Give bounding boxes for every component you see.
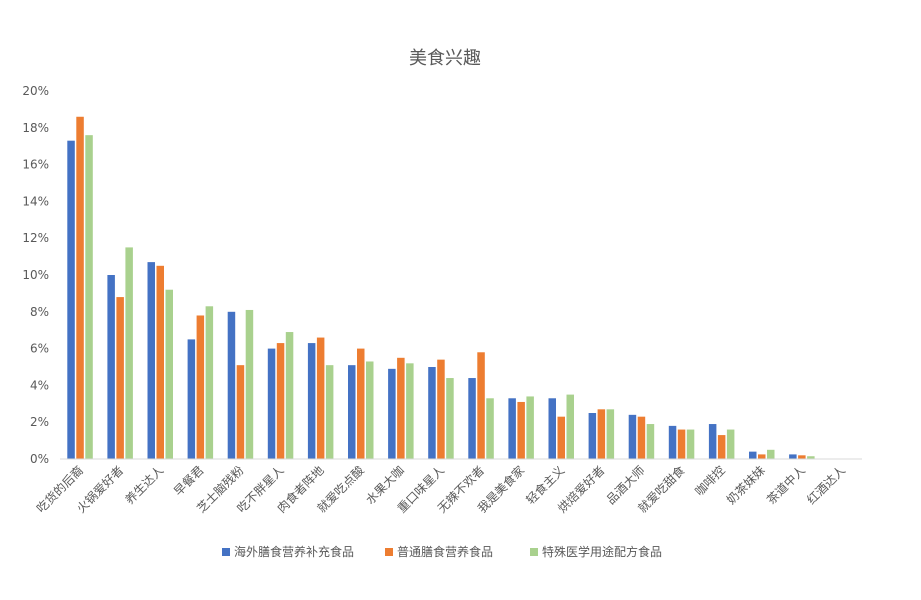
bar [165, 289, 173, 459]
x-category-label: 养生达人 [122, 463, 167, 508]
bar [227, 311, 236, 459]
bar-series [67, 140, 797, 459]
bar [686, 429, 695, 459]
bar [708, 424, 717, 459]
y-tick-label: 18% [22, 121, 49, 135]
bar [646, 424, 655, 459]
bar [767, 449, 775, 459]
bar [726, 429, 735, 459]
bar [125, 247, 133, 459]
bar [267, 348, 276, 459]
y-tick-label: 14% [22, 194, 49, 208]
bar [798, 455, 806, 459]
legend-label: 普通膳食营养食品 [397, 544, 493, 559]
bar [76, 116, 84, 459]
bar [245, 309, 254, 459]
y-tick-label: 8% [30, 305, 49, 319]
legend-label: 海外膳食营养补充食品 [234, 544, 354, 559]
bar-series [76, 116, 806, 459]
y-tick-label: 4% [30, 378, 49, 392]
x-category-label: 早餐君 [170, 463, 206, 499]
legend-item: 普通膳食营养食品 [385, 544, 493, 559]
y-tick-label: 10% [22, 268, 49, 282]
bar [437, 359, 445, 459]
bar [606, 409, 615, 459]
bar [597, 409, 606, 459]
bar [316, 337, 325, 459]
bar [758, 454, 766, 459]
x-category-label: 红酒达人 [804, 463, 849, 508]
bar [508, 398, 516, 459]
legend-swatch [530, 548, 538, 556]
bar [397, 357, 405, 459]
bar [406, 363, 414, 459]
y-tick-label: 6% [30, 342, 49, 356]
bar [668, 425, 677, 459]
bar [468, 378, 476, 459]
y-tick-label: 12% [22, 231, 49, 245]
y-axis-tick-labels: 0% 2% 4% 6% 8% 10% 12% 14% 16% 18% 20% [22, 84, 49, 466]
legend-swatch [222, 548, 230, 556]
bar [205, 306, 214, 459]
bar [107, 275, 115, 459]
bar [348, 365, 356, 459]
bar [717, 435, 726, 459]
x-category-label: 咖啡控 [692, 463, 728, 499]
bar [325, 365, 334, 459]
y-tick-label: 2% [30, 415, 49, 429]
bar [156, 265, 164, 459]
bar [588, 413, 597, 459]
bar [486, 398, 494, 459]
bar [388, 368, 396, 459]
bar [517, 401, 525, 459]
legend-item: 海外膳食营养补充食品 [222, 544, 354, 559]
bar-series-group [67, 116, 815, 459]
bar [807, 456, 815, 459]
chart-title: 美食兴趣 [409, 48, 481, 69]
x-category-label: 茶道中人 [763, 463, 808, 508]
y-tick-label: 16% [22, 158, 49, 172]
bar [236, 365, 245, 459]
bar [557, 416, 565, 459]
bar [187, 339, 196, 459]
bar [276, 343, 285, 459]
bar [677, 429, 686, 459]
bar [85, 135, 93, 459]
bar-series [85, 135, 815, 459]
bar [566, 394, 574, 459]
x-category-label: 奶茶妹妹 [723, 463, 768, 508]
bar [477, 352, 485, 459]
bar [637, 416, 646, 459]
bar [749, 451, 757, 459]
bar [116, 297, 124, 459]
legend-item: 特殊医学用途配方食品 [530, 544, 662, 559]
bar [526, 396, 534, 459]
y-tick-label: 20% [22, 84, 49, 98]
legend-swatch [385, 548, 393, 556]
legend: 海外膳食营养补充食品 普通膳食营养食品 特殊医学用途配方食品 [222, 544, 662, 559]
bar [428, 367, 436, 459]
bar [67, 140, 75, 459]
bar [357, 348, 365, 459]
bar [285, 332, 294, 459]
bar [196, 315, 205, 459]
bar [366, 361, 374, 459]
legend-label: 特殊医学用途配方食品 [542, 544, 662, 559]
bar [147, 262, 155, 459]
y-tick-label: 0% [30, 452, 49, 466]
bar [548, 398, 556, 459]
bar [628, 414, 637, 459]
bar [307, 343, 316, 459]
bar [789, 454, 797, 459]
bar [446, 378, 454, 459]
